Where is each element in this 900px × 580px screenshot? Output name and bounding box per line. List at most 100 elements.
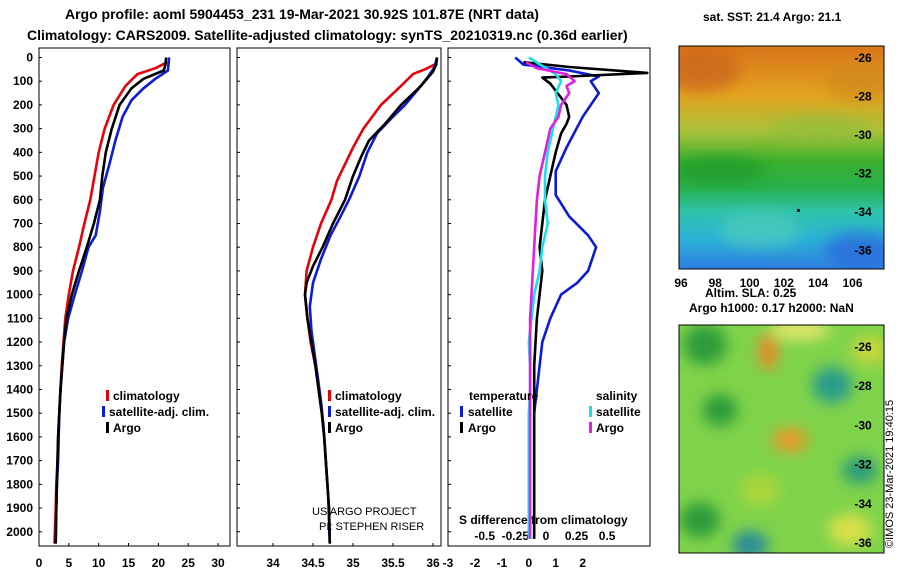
legend-temp-argo-label: Argo xyxy=(468,421,496,435)
y-tick-label: 1800 xyxy=(6,477,33,491)
series-line-temperature-satellite xyxy=(514,56,601,539)
legend-sal-satellite-swatch xyxy=(589,406,592,417)
x-tick-label: 0 xyxy=(36,556,43,570)
sst-map-title: sat. SST: 21.4 Argo: 21.1 xyxy=(703,10,842,24)
map-x-tick-label: 98 xyxy=(709,276,723,290)
x-tick-label: 1 xyxy=(552,556,559,570)
temperature-legend: climatology satellite-adj. clim. Argo xyxy=(102,389,209,435)
x-tick-label: 0 xyxy=(543,529,550,543)
sla-map-title-2: Argo h1000: 0.17 h2000: NaN xyxy=(689,301,854,315)
series-line-salinity-argo xyxy=(525,61,576,539)
legend-temp-satellite-swatch xyxy=(460,406,463,417)
y-tick-label: 0 xyxy=(26,50,33,64)
salinity-legend: climatology satellite-adj. clim. Argo xyxy=(328,389,435,435)
salinity-x-tick-labels: 34 34.5 35 35.5 36 xyxy=(266,556,440,570)
map-y-tick-label: -26 xyxy=(854,51,872,65)
x-tick-label: 34 xyxy=(266,556,280,570)
y-tick-label: 1500 xyxy=(6,406,33,420)
difference-panel xyxy=(447,47,651,547)
difference-top-x-tick-labels: -3 -2 -1 0 1 2 xyxy=(443,556,587,570)
x-tick-label: -2 xyxy=(470,556,481,570)
map-y-tick-label: -32 xyxy=(854,167,872,181)
map-x-tick-label: 102 xyxy=(774,276,794,290)
map-x-tick-label: 106 xyxy=(842,276,862,290)
map-y-tick-label: -36 xyxy=(854,244,872,258)
legend-argo-swatch xyxy=(328,422,331,433)
y-tick-label: 600 xyxy=(13,193,33,207)
y-tick-label: 1200 xyxy=(6,335,33,349)
map-x-tick-label: 104 xyxy=(808,276,828,290)
map-x-tick-label: 96 xyxy=(674,276,688,290)
legend-temp-argo-swatch xyxy=(460,422,463,433)
y-tick-label: 1900 xyxy=(6,501,33,515)
sst-x-tick-labels: 96 98 100 102 104 106 xyxy=(674,276,863,290)
legend-climatology-label: climatology xyxy=(113,389,180,403)
depth-tick-labels: 0 100 200 300 400 500 600 700 800 900 1000 1100 1200… xyxy=(6,50,33,538)
y-tick-label: 1300 xyxy=(6,359,33,373)
difference-x-tick-labels: -0.5 -0.25 0 0.25 0.5 xyxy=(474,529,615,543)
map-x-tick-label: 100 xyxy=(740,276,760,290)
sst-map xyxy=(679,46,884,269)
x-tick-label: 5 xyxy=(66,556,73,570)
legend-argo-label: Argo xyxy=(113,421,141,435)
legend-argo-swatch xyxy=(106,422,109,433)
legend-satellite-label: satellite-adj. clim. xyxy=(109,405,209,419)
sla-map-title-1: Altim. SLA: 0.25 xyxy=(705,286,797,300)
x-tick-label: -0.25 xyxy=(502,529,530,543)
legend-sal-satellite-label: satellite xyxy=(596,405,641,419)
y-tick-label: 300 xyxy=(13,122,33,136)
x-tick-label: 0 xyxy=(525,556,532,570)
legend-sal-argo-swatch xyxy=(589,422,592,433)
map-y-tick-label: -28 xyxy=(854,379,872,393)
map-y-tick-label: -26 xyxy=(854,340,872,354)
map-y-tick-label: -30 xyxy=(854,128,872,142)
salinity-curves xyxy=(303,57,439,544)
map-y-tick-label: -28 xyxy=(854,90,872,104)
map-y-tick-label: -32 xyxy=(854,458,872,472)
argo-location-marker xyxy=(797,209,800,212)
x-tick-label: 20 xyxy=(152,556,166,570)
temperature-curves xyxy=(53,57,171,544)
temperature-x-tick-labels: 0 5 10 15 20 25 30 xyxy=(36,556,225,570)
y-tick-label: 200 xyxy=(13,98,33,112)
difference-curves xyxy=(514,56,649,539)
x-tick-label: 36 xyxy=(426,556,440,570)
x-tick-label: 15 xyxy=(122,556,136,570)
legend-salinity-title: salinity xyxy=(596,389,638,403)
legend-temp-satellite-label: satellite xyxy=(468,405,513,419)
x-tick-label: 0.5 xyxy=(599,529,616,543)
y-tick-label: 900 xyxy=(13,264,33,278)
tick-marks xyxy=(38,56,451,546)
y-tick-label: 700 xyxy=(13,216,33,230)
x-tick-label: 34.5 xyxy=(301,556,325,570)
map-y-tick-label: -34 xyxy=(854,205,872,219)
header-line-1: Argo profile: aoml 5904453_231 19-Mar-20… xyxy=(65,6,539,22)
salinity-panel xyxy=(236,47,442,547)
map-y-tick-label: -34 xyxy=(854,497,872,511)
x-tick-label: -0.5 xyxy=(474,529,495,543)
series-line-argo xyxy=(303,57,439,544)
credit-line-1: US ARGO PROJECT xyxy=(312,506,417,518)
x-tick-label: 35.5 xyxy=(381,556,405,570)
y-tick-label: 800 xyxy=(13,240,33,254)
map-y-tick-label: -36 xyxy=(854,536,872,550)
x-tick-label: 0.25 xyxy=(565,529,589,543)
imos-stamp: ©IMOS 23-Mar-2021 19:40:15 xyxy=(884,400,896,548)
series-line-climatology xyxy=(303,63,436,544)
y-tick-label: 500 xyxy=(13,169,33,183)
y-tick-label: 100 xyxy=(13,74,33,88)
difference-x-axis-label: S difference from climatology xyxy=(459,513,628,527)
sst-y-tick-labels: -26 -28 -30 -32 -34 -36 xyxy=(854,51,872,258)
x-tick-label: 35 xyxy=(346,556,360,570)
legend-satellite-label: satellite-adj. clim. xyxy=(335,405,435,419)
y-tick-label: 400 xyxy=(13,145,33,159)
y-tick-label: 1000 xyxy=(6,288,33,302)
header-line-2: Climatology: CARS2009. Satellite-adjuste… xyxy=(27,27,628,43)
legend-satellite-swatch xyxy=(328,406,331,417)
y-tick-label: 1100 xyxy=(7,311,33,325)
x-tick-label: 2 xyxy=(579,556,586,570)
series-line-temperature-argo xyxy=(523,60,649,539)
legend-sal-argo-label: Argo xyxy=(596,421,624,435)
x-tick-label: -3 xyxy=(443,556,454,570)
